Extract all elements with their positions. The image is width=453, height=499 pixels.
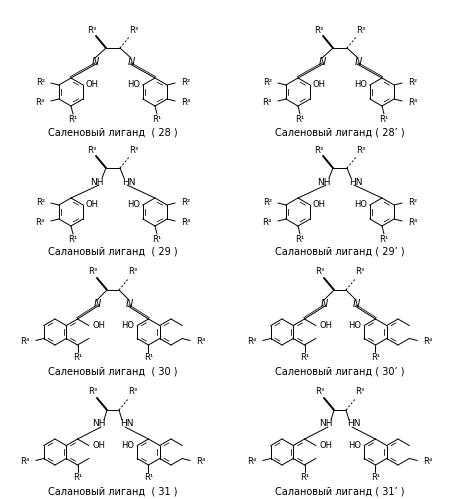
Text: R¹: R¹: [295, 235, 304, 244]
Text: N: N: [318, 57, 326, 67]
Text: OH: OH: [319, 441, 332, 450]
Text: R⁴: R⁴: [247, 457, 257, 466]
Text: Саленовый лиганд ( 30’ ): Саленовый лиганд ( 30’ ): [275, 367, 405, 377]
Text: N: N: [352, 299, 360, 309]
Text: HO: HO: [354, 79, 367, 88]
Text: R⁴: R⁴: [196, 337, 206, 346]
Text: N: N: [92, 57, 99, 67]
Text: R³: R³: [128, 267, 138, 276]
Text: R³: R³: [130, 146, 139, 155]
Text: R²: R²: [181, 198, 190, 207]
Text: R⁴: R⁴: [408, 218, 418, 227]
Text: R¹: R¹: [73, 473, 82, 482]
Text: R³: R³: [130, 25, 139, 34]
Text: HN: HN: [347, 420, 361, 429]
Text: R²: R²: [36, 77, 45, 86]
Text: Саленовый лиганд  ( 28 ): Саленовый лиганд ( 28 ): [48, 127, 178, 137]
Text: Салановый лиганд ( 31’ ): Салановый лиганд ( 31’ ): [275, 487, 405, 497]
Text: R³: R³: [88, 267, 98, 276]
Text: R¹: R¹: [379, 114, 389, 123]
Text: OH: OH: [86, 200, 99, 209]
Text: OH: OH: [313, 200, 326, 209]
Text: HO: HO: [348, 441, 361, 450]
Text: N: N: [127, 57, 135, 67]
Text: R³: R³: [87, 146, 96, 155]
Text: R³: R³: [88, 388, 98, 397]
Text: R²: R²: [181, 77, 190, 86]
Text: R⁴: R⁴: [20, 337, 30, 346]
Text: R⁴: R⁴: [247, 337, 257, 346]
Text: HN: HN: [349, 178, 363, 187]
Text: R³: R³: [314, 146, 323, 155]
Text: HO: HO: [348, 321, 361, 330]
Text: R⁴: R⁴: [262, 97, 272, 106]
Text: R¹: R¹: [68, 114, 77, 123]
Text: Саленовый лиганд ( 28’ ): Саленовый лиганд ( 28’ ): [275, 127, 405, 137]
Text: R⁴: R⁴: [20, 457, 30, 466]
Text: Салановый лиганд  ( 29 ): Салановый лиганд ( 29 ): [48, 247, 178, 257]
Text: R²: R²: [408, 77, 417, 86]
Text: Саленовый лиганд  ( 30 ): Саленовый лиганд ( 30 ): [48, 367, 178, 377]
Text: HO: HO: [121, 441, 134, 450]
Text: R³: R³: [355, 388, 365, 397]
Text: NH: NH: [319, 420, 333, 429]
Text: R¹: R¹: [152, 114, 162, 123]
Text: Салановый лиганд ( 29’ ): Салановый лиганд ( 29’ ): [275, 247, 405, 257]
Text: R¹: R¹: [144, 352, 153, 361]
Text: HN: HN: [122, 178, 136, 187]
Text: R⁴: R⁴: [196, 457, 206, 466]
Text: R³: R³: [314, 25, 323, 34]
Text: R⁴: R⁴: [423, 457, 433, 466]
Text: R¹: R¹: [295, 114, 304, 123]
Text: OH: OH: [92, 441, 105, 450]
Text: R⁴: R⁴: [408, 97, 418, 106]
Text: R⁴: R⁴: [35, 218, 45, 227]
Text: OH: OH: [313, 79, 326, 88]
Text: R³: R³: [87, 25, 96, 34]
Text: R³: R³: [357, 146, 366, 155]
Text: R¹: R¹: [300, 473, 309, 482]
Text: NH: NH: [317, 178, 331, 187]
Text: NH: NH: [90, 178, 104, 187]
Text: R²: R²: [263, 198, 272, 207]
Text: Салановый лиганд  ( 31 ): Салановый лиганд ( 31 ): [48, 487, 178, 497]
Text: N: N: [354, 57, 361, 67]
Text: N: N: [93, 299, 101, 309]
Text: R⁴: R⁴: [181, 218, 191, 227]
Text: R¹: R¹: [300, 352, 309, 361]
Text: HN: HN: [120, 420, 134, 429]
Text: HO: HO: [127, 200, 140, 209]
Text: OH: OH: [92, 321, 105, 330]
Text: R¹: R¹: [152, 235, 162, 244]
Text: R¹: R¹: [73, 352, 82, 361]
Text: R⁴: R⁴: [423, 337, 433, 346]
Text: N: N: [125, 299, 133, 309]
Text: R⁴: R⁴: [35, 97, 45, 106]
Text: HO: HO: [354, 200, 367, 209]
Text: R¹: R¹: [371, 352, 380, 361]
Text: R³: R³: [128, 388, 138, 397]
Text: R³: R³: [315, 267, 325, 276]
Text: HO: HO: [121, 321, 134, 330]
Text: NH: NH: [92, 420, 106, 429]
Text: OH: OH: [86, 79, 99, 88]
Text: R³: R³: [357, 25, 366, 34]
Text: R²: R²: [263, 77, 272, 86]
Text: OH: OH: [319, 321, 332, 330]
Text: R³: R³: [355, 267, 365, 276]
Text: R²: R²: [408, 198, 417, 207]
Text: R⁴: R⁴: [262, 218, 272, 227]
Text: R¹: R¹: [144, 473, 153, 482]
Text: N: N: [320, 299, 328, 309]
Text: HO: HO: [127, 79, 140, 88]
Text: R¹: R¹: [379, 235, 389, 244]
Text: R²: R²: [36, 198, 45, 207]
Text: R³: R³: [315, 388, 325, 397]
Text: R¹: R¹: [371, 473, 380, 482]
Text: R¹: R¹: [68, 235, 77, 244]
Text: R⁴: R⁴: [181, 97, 191, 106]
